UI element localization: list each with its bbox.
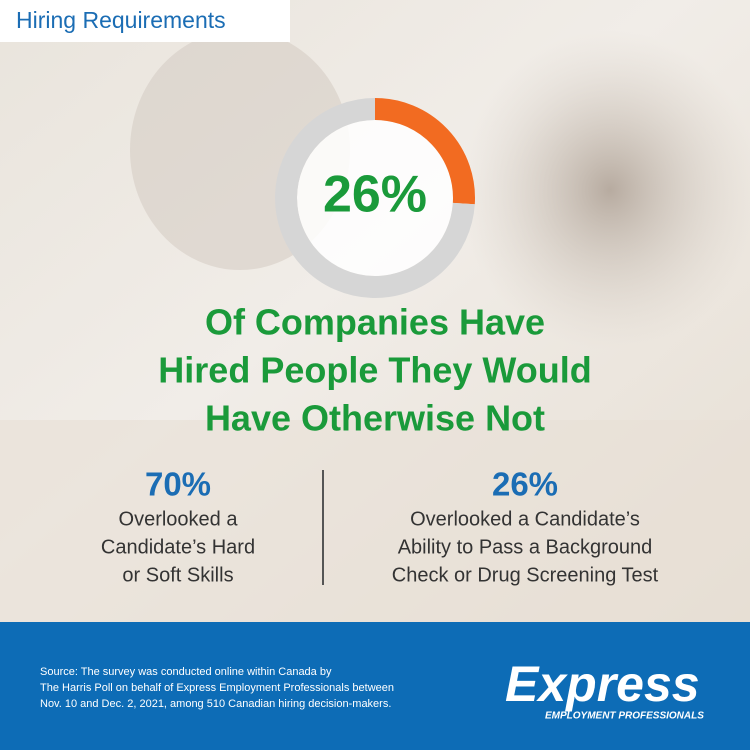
photo-shape	[0, 420, 750, 622]
stat-text: Candidate’s Hard	[101, 536, 255, 558]
donut-segment	[275, 98, 475, 298]
stat-figure: 26%	[492, 466, 558, 503]
headline: Have Otherwise Not	[205, 398, 545, 439]
footer-band	[0, 622, 750, 750]
stat-text: Check or Drug Screening Test	[392, 564, 659, 586]
donut-hole	[297, 120, 453, 276]
headline: Of Companies Have	[205, 302, 545, 343]
stat-text: Overlooked a Candidate’s	[410, 508, 640, 530]
source-text: Source: The survey was conducted online …	[40, 666, 332, 678]
photo-shape	[460, 30, 750, 350]
stat-text: or Soft Skills	[122, 564, 233, 586]
stat-figure: 70%	[145, 466, 211, 503]
donut-segment	[374, 98, 475, 205]
source-text: The Harris Poll on behalf of Express Emp…	[40, 682, 394, 694]
headline: Hired People They Would	[158, 350, 591, 391]
header-tab	[0, 0, 290, 42]
donut-chart	[275, 98, 475, 298]
header-title: Hiring Requirements	[16, 7, 226, 33]
stat-text: Overlooked a	[119, 508, 239, 530]
donut-center-label: 26%	[323, 166, 427, 224]
logo-tagline: EMPLOYMENT PROFESSIONALS	[545, 711, 704, 722]
logo: Express	[505, 656, 700, 712]
source-text: Nov. 10 and Dec. 2, 2021, among 510 Cana…	[40, 698, 391, 710]
stat-text: Ability to Pass a Background	[398, 536, 653, 558]
